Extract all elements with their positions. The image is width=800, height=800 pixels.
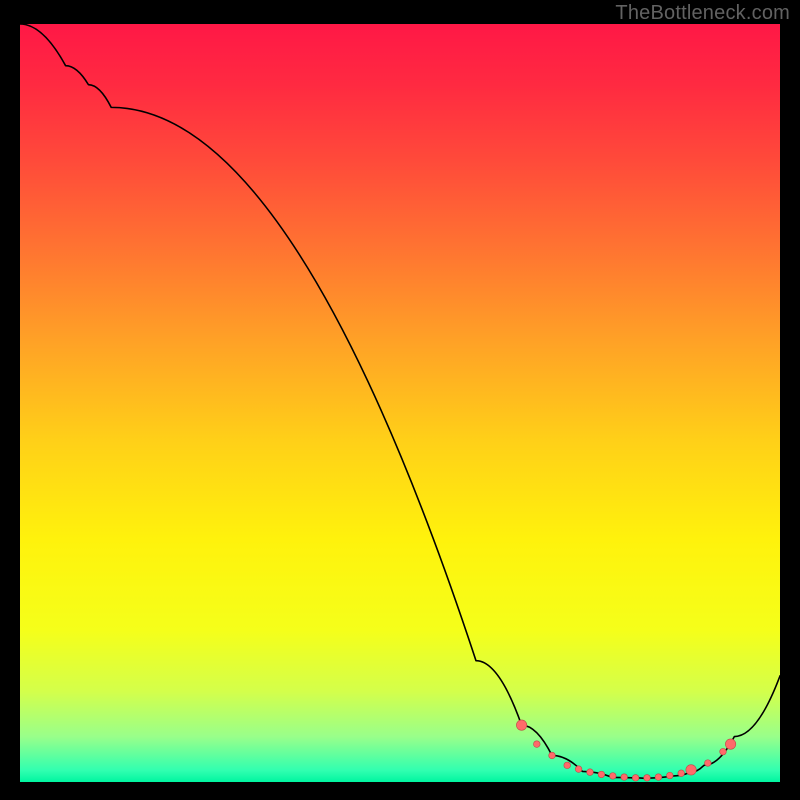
watermark-text: TheBottleneck.com <box>615 2 790 25</box>
bottleneck-chart <box>20 24 780 782</box>
bottleneck-chart-svg <box>20 24 780 782</box>
chart-outer-frame: TheBottleneck.com <box>0 0 800 800</box>
